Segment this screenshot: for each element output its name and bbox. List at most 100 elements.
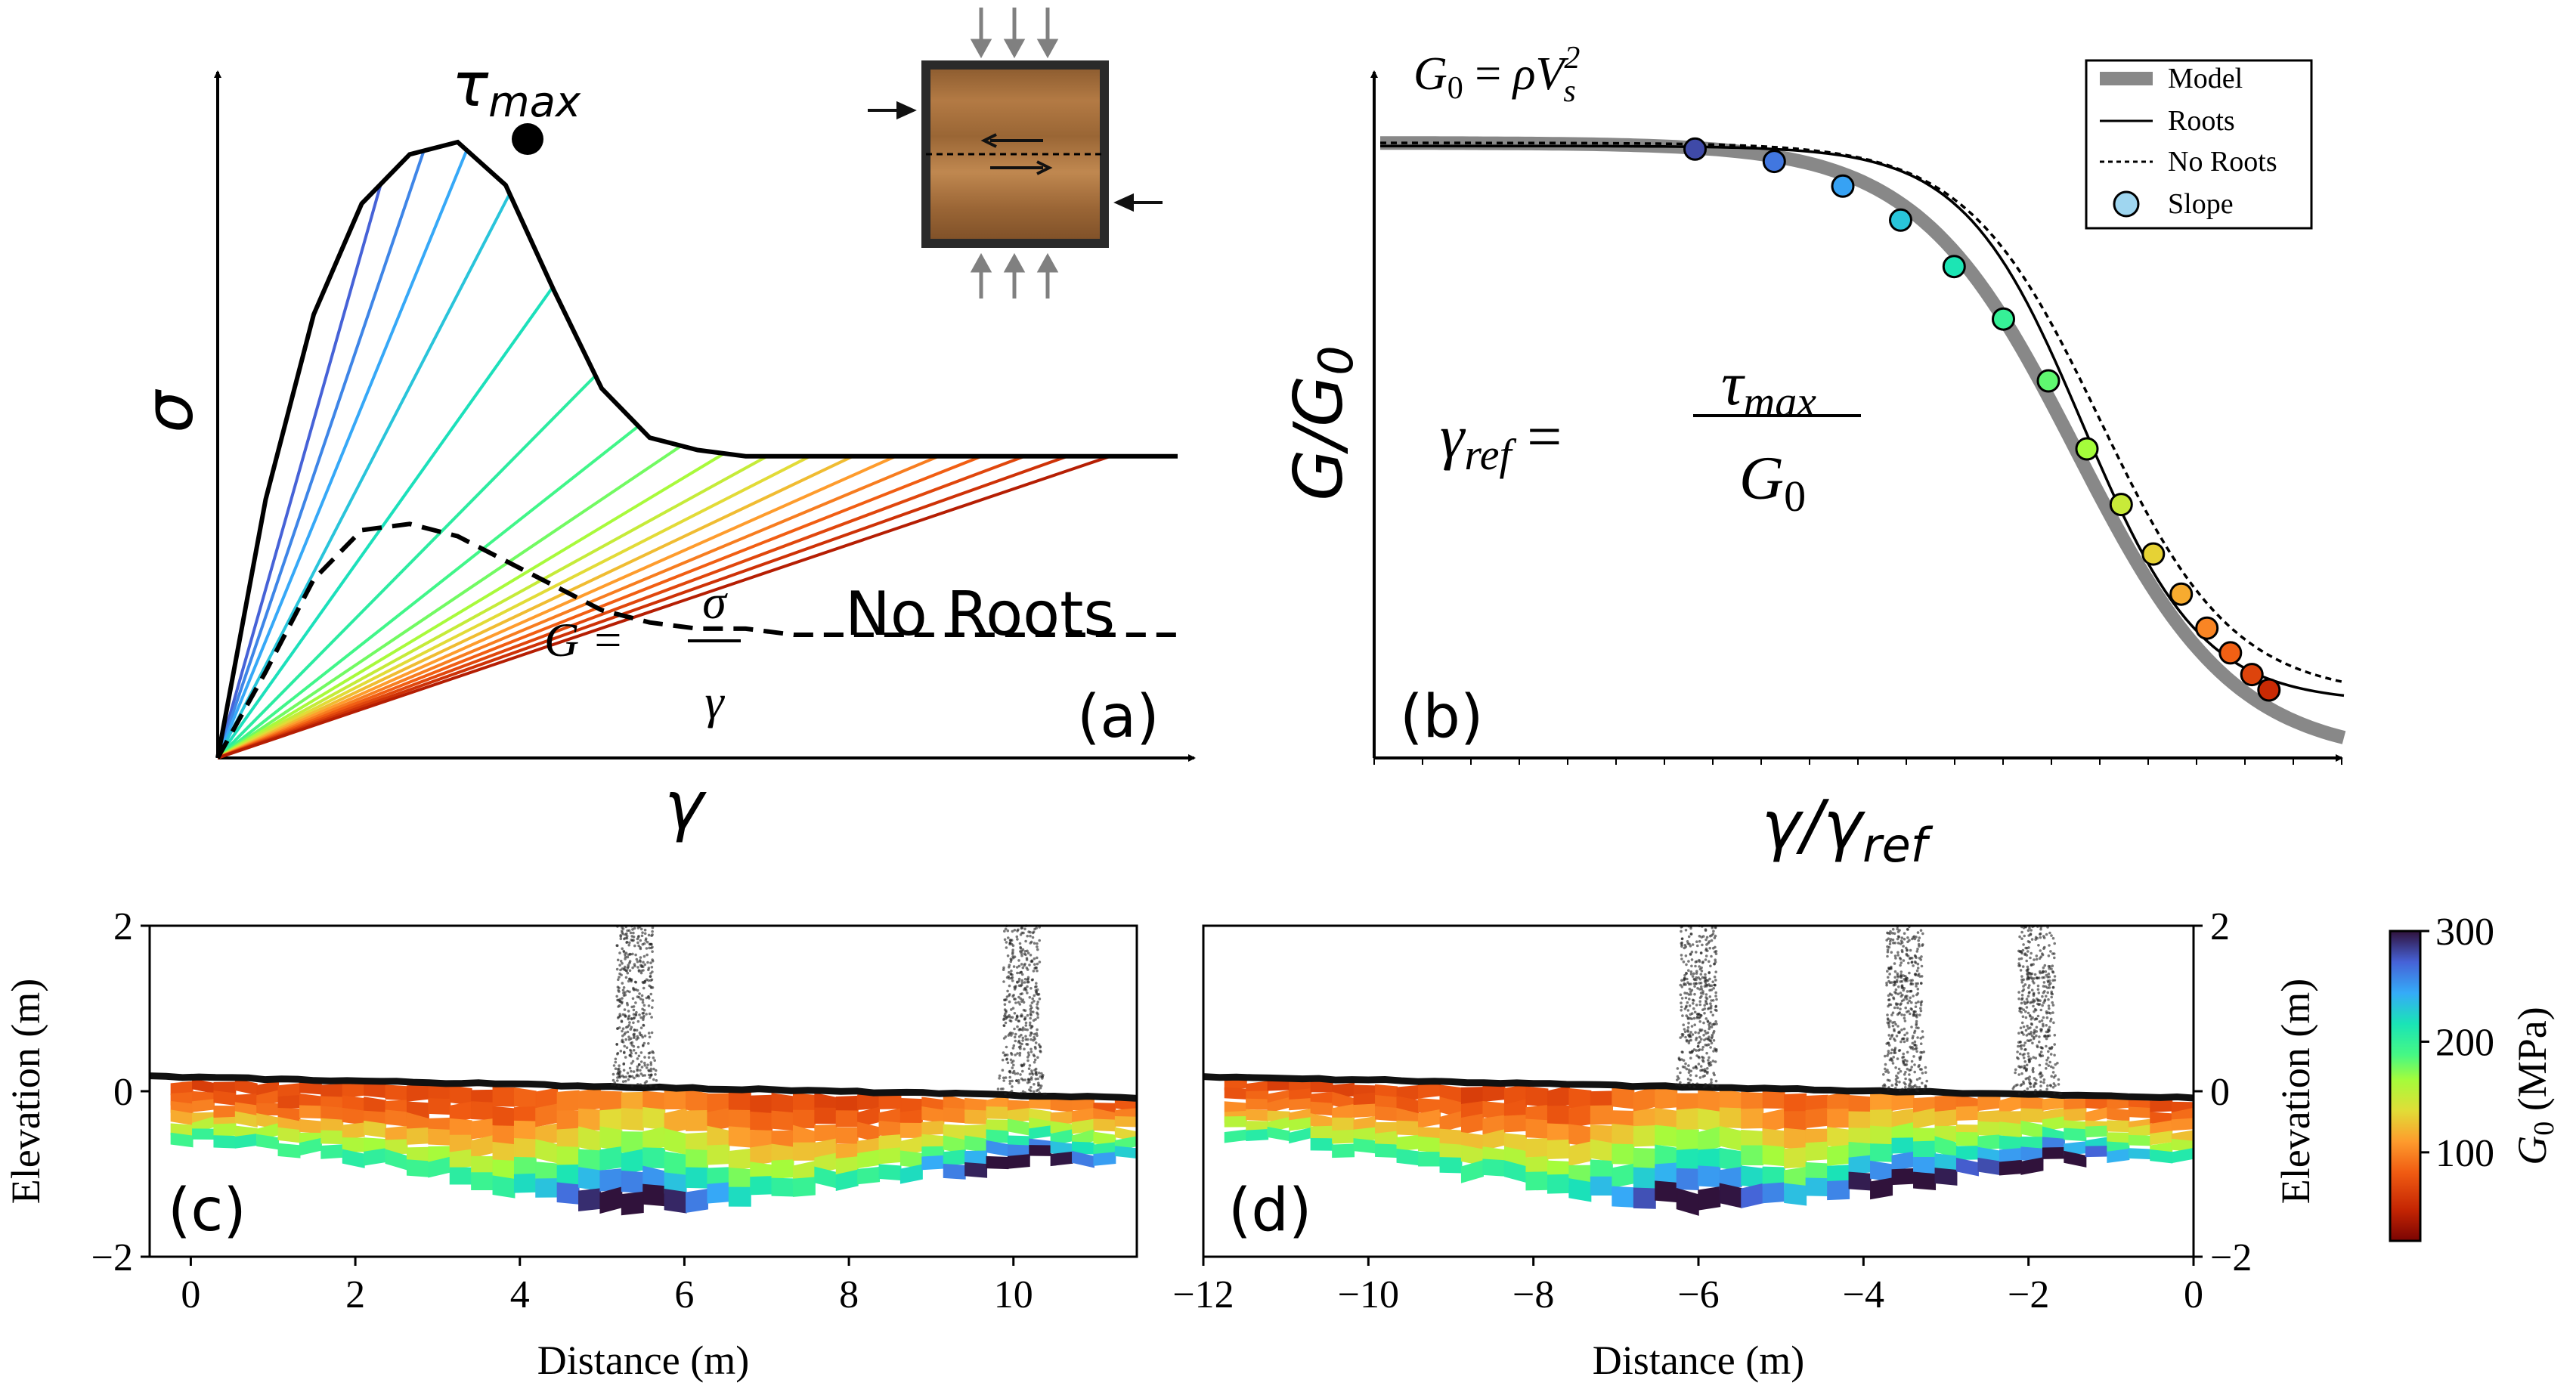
trunk-point xyxy=(2051,936,2055,940)
trunk-point xyxy=(1020,963,1023,966)
trunk-point xyxy=(2022,985,2025,988)
trunk-point xyxy=(1008,984,1011,988)
g0-cell xyxy=(1977,1134,2001,1151)
trunk-point xyxy=(2052,952,2056,955)
trunk-point xyxy=(630,1052,633,1055)
trunk-point xyxy=(617,978,620,982)
trunk-point xyxy=(1686,991,1689,995)
trunk-point xyxy=(624,1056,627,1059)
trunk-point xyxy=(1687,935,1691,939)
g-formula-num: σ xyxy=(702,575,728,629)
trunk-point xyxy=(1714,1060,1717,1063)
g0-cell xyxy=(1955,1146,1979,1160)
trunk-point xyxy=(1022,1001,1026,1004)
trunk-point xyxy=(2026,1087,2030,1090)
trunk-point xyxy=(2053,1034,2057,1037)
trunk-point xyxy=(1028,996,1032,999)
trunk-point xyxy=(2020,957,2023,960)
panel-a-y-label: σ xyxy=(130,388,208,433)
trunk-point xyxy=(1003,1008,1007,1011)
trunk-point xyxy=(643,928,647,932)
trunk-point xyxy=(1889,930,1892,933)
trunk-point xyxy=(2053,979,2057,982)
trunk-point xyxy=(653,1059,656,1063)
g0-cell xyxy=(578,1108,601,1131)
trunk-point xyxy=(1919,1004,1923,1007)
trunk-point xyxy=(1916,967,1920,970)
trunk-point xyxy=(1031,1072,1035,1076)
trunk-point xyxy=(2028,991,2031,994)
trunk-point xyxy=(2042,985,2045,988)
trunk-point xyxy=(1005,976,1009,979)
trunk-point xyxy=(1017,1029,1021,1032)
trunk-point xyxy=(1896,951,1899,954)
trunk-point xyxy=(1683,973,1686,977)
trunk-point xyxy=(1909,1068,1912,1072)
trunk-point xyxy=(1895,1083,1898,1087)
trunk-point xyxy=(627,1035,630,1038)
trunk-point xyxy=(1698,1020,1701,1023)
trunk-point xyxy=(1714,926,1717,930)
trunk-point xyxy=(2030,1022,2033,1025)
colorbar-label: G0 (MPa) xyxy=(2509,1007,2560,1165)
trunk-point xyxy=(1017,928,1020,932)
g0-cell xyxy=(728,1126,751,1148)
trunk-point xyxy=(2039,949,2042,952)
trunk-point xyxy=(1903,1040,1906,1044)
panel-b-x-ticks xyxy=(1373,758,2342,765)
trunk-point xyxy=(626,1072,630,1075)
trunk-point xyxy=(1913,1044,1916,1047)
trunk-point xyxy=(2045,1037,2048,1041)
trunk-point xyxy=(2051,970,2055,974)
g0-cell xyxy=(1955,1157,1979,1177)
trunk-point xyxy=(1906,1067,1909,1071)
trunk-point xyxy=(643,1064,646,1067)
legend-no-roots-label: No Roots xyxy=(2168,146,2277,178)
trunk-point xyxy=(1011,948,1014,951)
trunk-point xyxy=(641,1007,644,1011)
trunk-point xyxy=(628,961,631,965)
trunk-point xyxy=(1031,978,1034,982)
g0-cell xyxy=(428,1128,451,1146)
trunk-point xyxy=(2026,1027,2030,1030)
trunk-point xyxy=(1903,932,1906,935)
y-tick-label: −2 xyxy=(2210,1236,2252,1279)
g0-cell xyxy=(1698,1165,1721,1188)
trunk-point xyxy=(1885,1042,1888,1045)
trunk-point xyxy=(2039,1028,2042,1031)
g0-cell xyxy=(1612,1143,1635,1165)
g0-cell xyxy=(492,1125,516,1146)
trunk-point xyxy=(1032,1038,1035,1042)
trunk-point xyxy=(631,1059,635,1063)
trunk-point xyxy=(1887,1003,1891,1006)
trunk-point xyxy=(2045,1059,2048,1062)
trunk-point xyxy=(1021,1069,1024,1073)
trunk-point xyxy=(1024,939,1027,943)
g0-cell xyxy=(686,1110,708,1131)
trunk-point xyxy=(636,960,639,964)
g0-cell xyxy=(878,1164,902,1181)
trunk-point xyxy=(1033,1083,1036,1086)
trunk-point xyxy=(1033,942,1036,945)
trunk-point xyxy=(1683,976,1686,979)
trunk-point xyxy=(1683,1083,1686,1087)
tau-max-point xyxy=(512,123,543,155)
trunk-point xyxy=(2040,1019,2044,1022)
trunk-point xyxy=(1896,1025,1899,1028)
g0-cell xyxy=(1590,1176,1613,1196)
trunk-point xyxy=(2027,946,2030,949)
trunk-point xyxy=(618,1067,621,1070)
trunk-point xyxy=(641,998,645,1001)
trunk-point xyxy=(1011,1016,1014,1019)
trunk-point xyxy=(1703,1038,1706,1041)
trunk-point xyxy=(1896,937,1899,941)
trunk-point xyxy=(2020,994,2024,997)
trunk-point xyxy=(1686,1078,1690,1081)
trunk-point xyxy=(2043,990,2046,993)
trunk-point xyxy=(627,953,630,957)
trunk-point xyxy=(2020,1001,2023,1005)
trunk-point xyxy=(1709,1039,1713,1043)
trunk-point xyxy=(616,1027,619,1030)
trunk-point xyxy=(643,979,646,983)
trunk-point xyxy=(1013,929,1017,932)
